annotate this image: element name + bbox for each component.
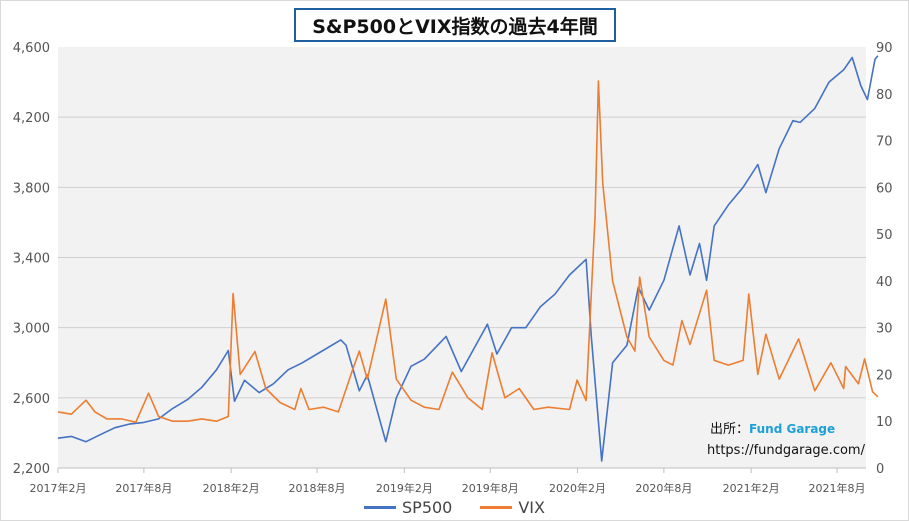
x-tick-label: 2019年2月 bbox=[376, 481, 433, 495]
x-tick-label: 2020年2月 bbox=[549, 481, 606, 495]
right-tick-label: 80 bbox=[876, 88, 893, 103]
left-axis-ticks: 4,600 4,200 3,800 3,400 3,000 2,600 2,200 bbox=[13, 41, 50, 477]
x-tick-label: 2020年8月 bbox=[635, 481, 692, 495]
source-prefix: 出所： bbox=[710, 422, 750, 437]
x-tick-label: 2021年2月 bbox=[723, 481, 780, 495]
series-line-sp500 bbox=[57, 55, 879, 462]
series-lines bbox=[57, 55, 879, 462]
legend-label-sp500: SP500 bbox=[402, 497, 453, 517]
source-brand: Fund Garage bbox=[749, 422, 836, 436]
x-tick-label: 2019年8月 bbox=[462, 481, 519, 495]
left-tick-label: 3,000 bbox=[13, 322, 50, 337]
right-tick-label: 50 bbox=[876, 228, 893, 243]
right-tick-label: 40 bbox=[876, 275, 893, 290]
x-axis-ticks: 2017年2月 2017年8月 2018年2月 2018年8月 2019年2月 2019年… bbox=[30, 467, 866, 495]
gridlines bbox=[58, 116, 866, 399]
x-tick-label: 2017年2月 bbox=[30, 481, 87, 495]
left-tick-label: 2,600 bbox=[13, 392, 50, 407]
left-tick-label: 3,800 bbox=[13, 181, 50, 196]
left-tick-label: 2,200 bbox=[13, 462, 50, 477]
right-tick-label: 30 bbox=[876, 322, 893, 337]
right-tick-label: 10 bbox=[876, 415, 893, 430]
x-tick-label: 2017年8月 bbox=[115, 481, 172, 495]
right-tick-label: 90 bbox=[876, 41, 893, 56]
left-tick-label: 4,600 bbox=[13, 41, 50, 56]
right-tick-label: 20 bbox=[876, 368, 893, 383]
legend-swatch-vix bbox=[480, 505, 513, 509]
x-tick-label: 2018年8月 bbox=[289, 481, 346, 495]
chart-title: S&P500とVIX指数の過去4年間 bbox=[294, 8, 616, 42]
left-tick-label: 4,200 bbox=[13, 111, 50, 126]
right-axis-ticks: 90 80 70 60 50 40 30 20 10 0 bbox=[876, 41, 893, 477]
legend-label-vix: VIX bbox=[518, 497, 545, 517]
series-line-vix bbox=[57, 80, 879, 424]
left-tick-label: 3,400 bbox=[13, 252, 50, 267]
legend-item-vix: VIX bbox=[480, 498, 545, 517]
source-url: https://fundgarage.com/ bbox=[707, 443, 865, 458]
x-tick-label: 2021年8月 bbox=[809, 481, 866, 495]
right-tick-label: 60 bbox=[876, 181, 893, 196]
source-credit: 出所：Fund Garage bbox=[710, 418, 835, 437]
right-tick-label: 70 bbox=[876, 135, 893, 150]
legend-swatch-sp500 bbox=[364, 505, 397, 509]
legend-item-sp500: SP500 bbox=[364, 498, 452, 517]
chart-legend: SP500 VIX bbox=[0, 496, 909, 518]
x-tick-label: 2018年2月 bbox=[203, 481, 260, 495]
right-tick-label: 0 bbox=[876, 462, 884, 477]
